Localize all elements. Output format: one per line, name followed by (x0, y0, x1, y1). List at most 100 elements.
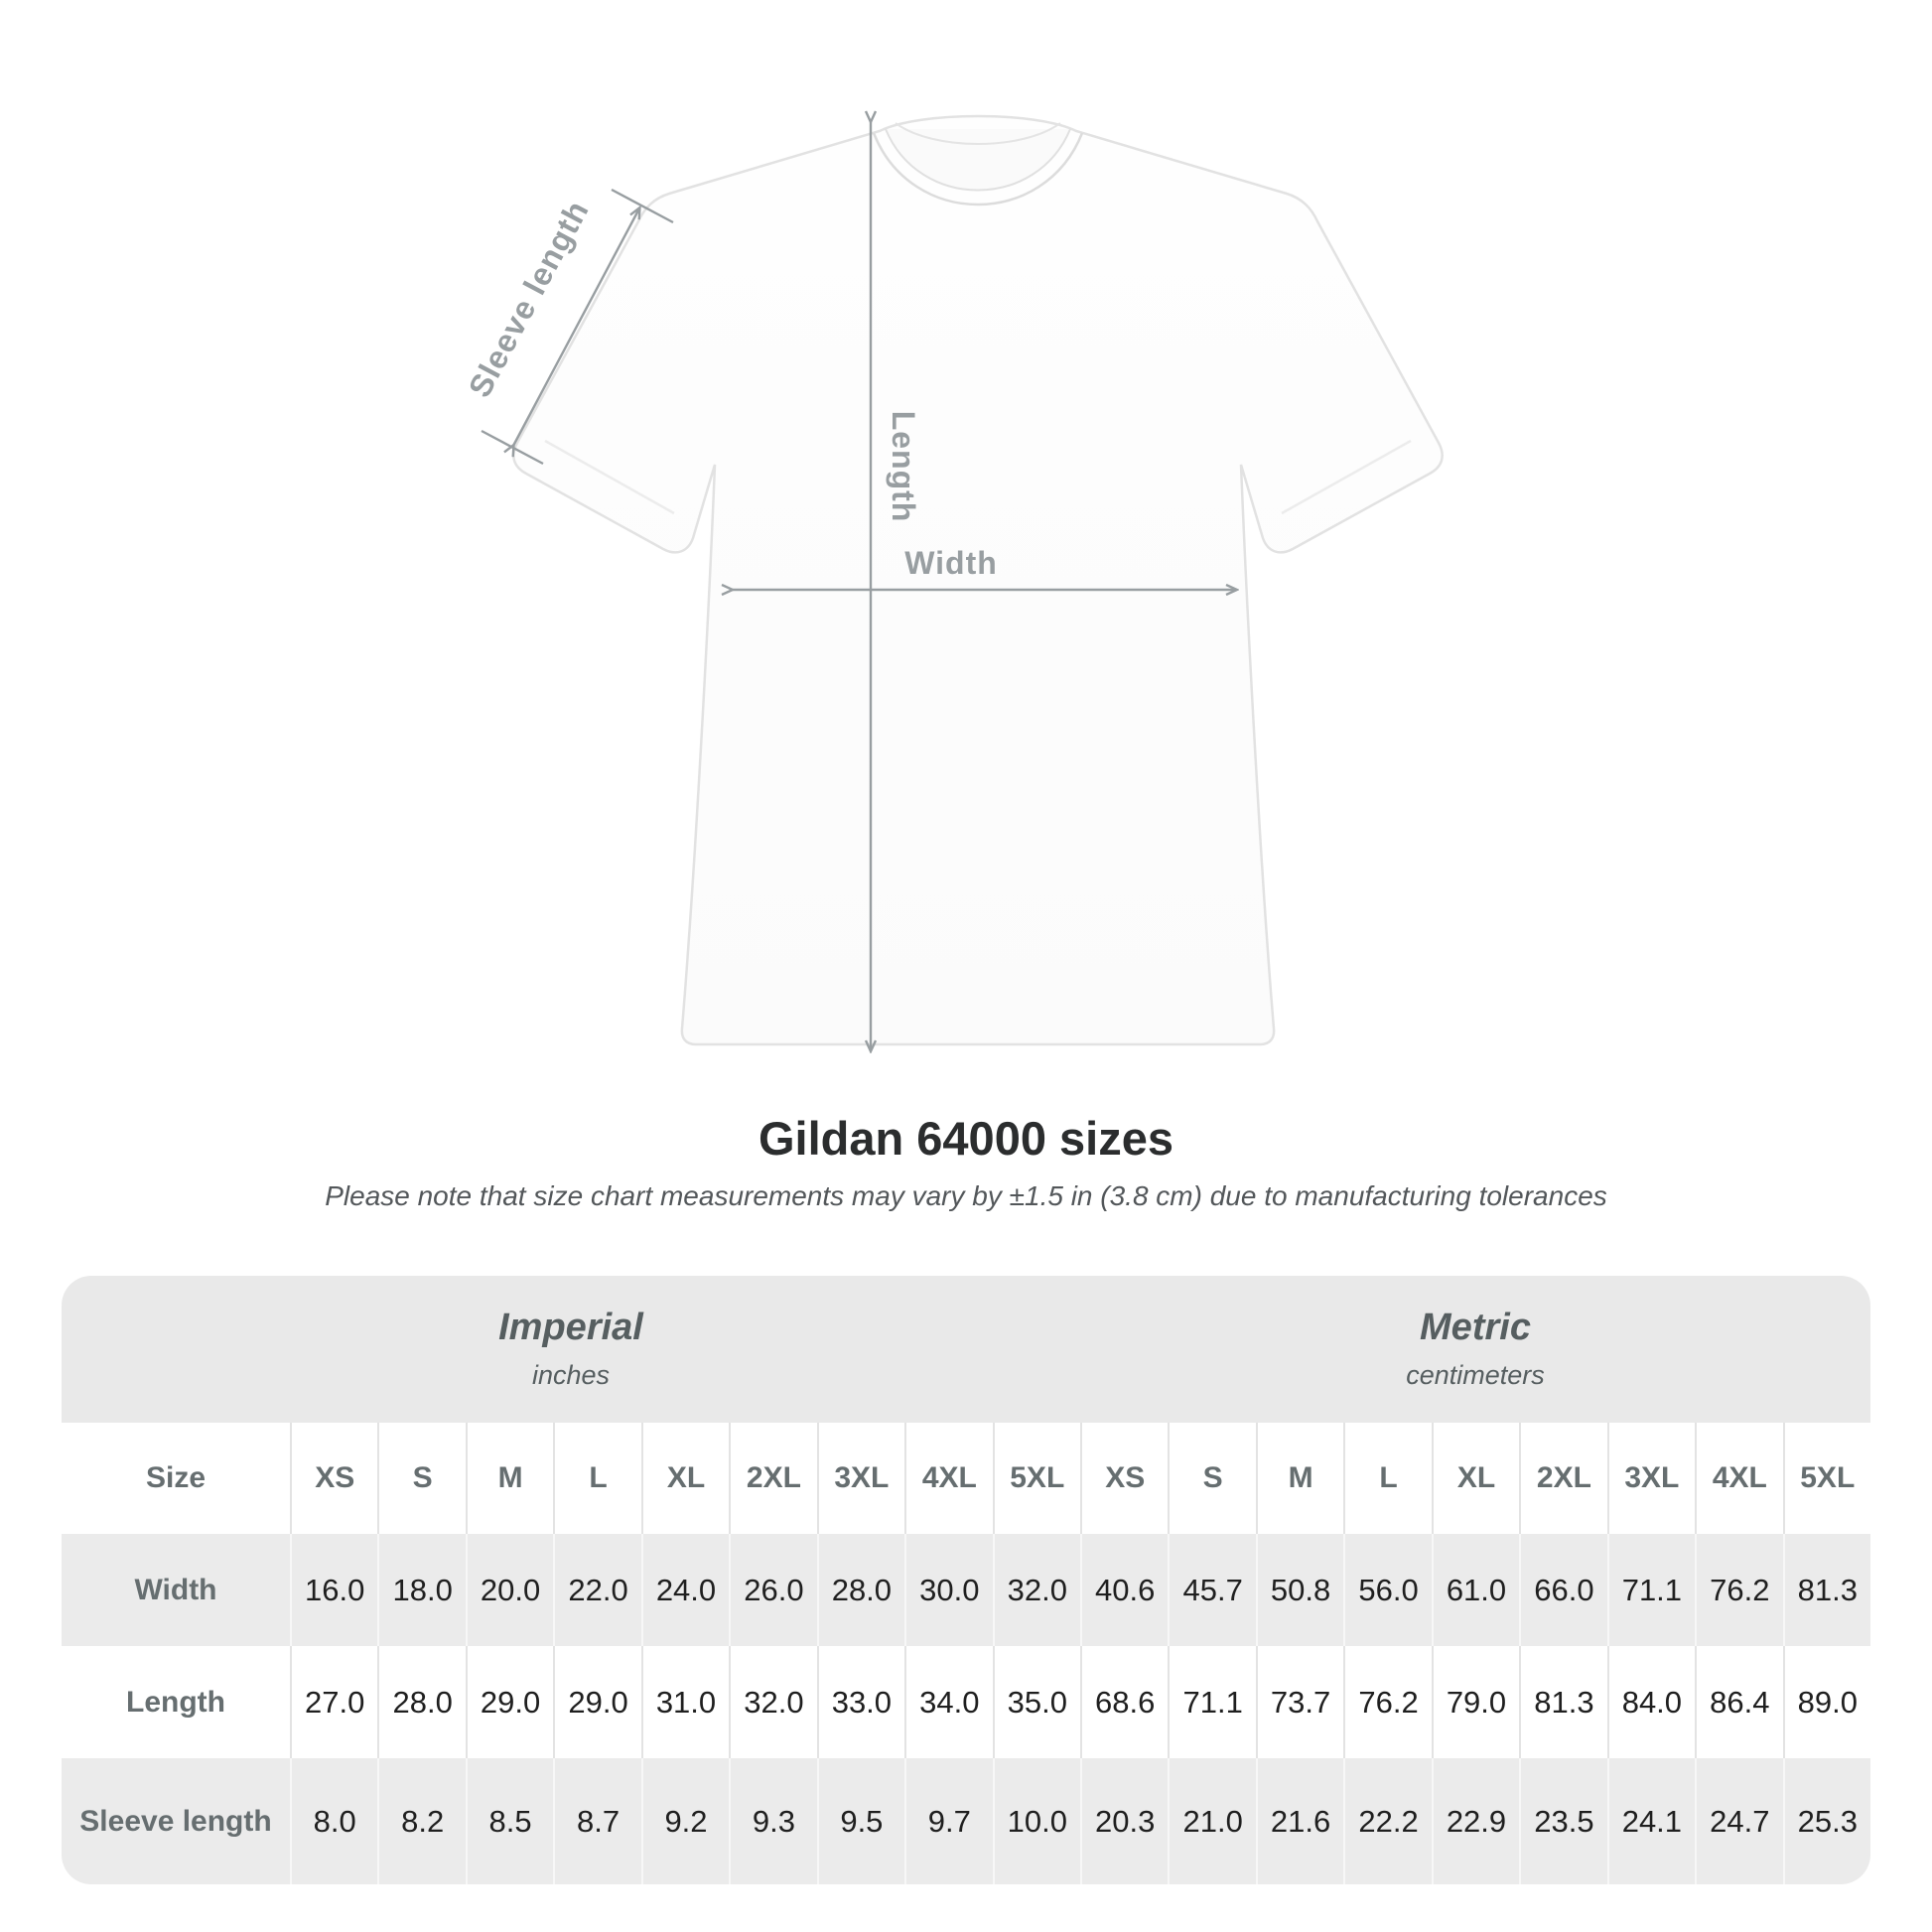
size-col-metric-2xl: 2XL (1519, 1423, 1606, 1534)
value-cell-metric: 45.7 (1168, 1534, 1255, 1646)
value-cell-metric: 76.2 (1343, 1646, 1431, 1758)
value-cell-imperial: 30.0 (904, 1534, 992, 1646)
tshirt-illustration (512, 114, 1444, 1046)
row-label: Length (126, 1685, 225, 1719)
value-cell-metric: 56.0 (1343, 1534, 1431, 1646)
value-cell-imperial: 8.0 (290, 1758, 377, 1884)
size-header-cell: Size (145, 1461, 207, 1494)
value-cell-imperial: 24.0 (640, 1534, 729, 1646)
value-cell-imperial: 9.2 (640, 1758, 729, 1884)
value-cell-metric: 24.7 (1695, 1758, 1782, 1884)
width-dimension: Width (732, 545, 1236, 590)
size-col-metric-m: M (1255, 1423, 1343, 1534)
value-cell-imperial: 10.0 (992, 1758, 1080, 1884)
table-body: Width 16.0 18.0 20.0 22.0 24.0 26.0 28.0 30.0 32.… (62, 1534, 1870, 1884)
size-col-imperial-s: S (377, 1423, 465, 1534)
size-col-imperial-2xl: 2XL (729, 1423, 816, 1534)
size-col-imperial-xl: XL (640, 1423, 729, 1534)
tshirt-back-neck-seam (895, 122, 1061, 145)
tshirt-right-sleeve-seam (1281, 439, 1412, 515)
tshirt-collar-opening (885, 128, 1071, 192)
tshirt-outline (512, 114, 1444, 1046)
value-cell-metric: 50.8 (1255, 1534, 1343, 1646)
tshirt-collar-band (872, 132, 1084, 207)
value-cell-metric: 21.6 (1255, 1758, 1343, 1884)
value-cell-imperial: 33.0 (816, 1646, 904, 1758)
size-col-metric-xs: XS (1079, 1423, 1168, 1534)
value-cell-metric: 24.1 (1606, 1758, 1695, 1884)
value-cell-metric: 61.0 (1431, 1534, 1519, 1646)
size-col-metric-l: L (1343, 1423, 1431, 1534)
size-col-metric-s: S (1168, 1423, 1255, 1534)
value-cell-imperial: 9.7 (904, 1758, 992, 1884)
sleeve-length-top-tick (611, 188, 674, 224)
metric-label: Metric (1420, 1306, 1531, 1348)
value-cell-imperial: 26.0 (729, 1534, 816, 1646)
value-cell-imperial: 35.0 (992, 1646, 1080, 1758)
size-col-metric-5xl: 5XL (1782, 1423, 1870, 1534)
imperial-label: Imperial (498, 1306, 643, 1348)
value-cell-imperial: 18.0 (377, 1534, 465, 1646)
unit-header-band: Imperial inches Metric centimeters (62, 1276, 1870, 1423)
row-label: Width (134, 1573, 217, 1606)
value-cell-metric: 66.0 (1519, 1534, 1606, 1646)
length-dimension-label: Length (886, 411, 921, 523)
size-col-imperial-5xl: 5XL (992, 1423, 1080, 1534)
value-cell-imperial: 9.5 (816, 1758, 904, 1884)
value-cell-imperial: 8.5 (465, 1758, 553, 1884)
size-col-metric-xl: XL (1431, 1423, 1519, 1534)
table-row-length: Length 27.0 28.0 29.0 29.0 31.0 32.0 33.0 34.0 35… (62, 1646, 1870, 1758)
value-cell-metric: 68.6 (1079, 1646, 1168, 1758)
value-cell-metric: 81.3 (1519, 1646, 1606, 1758)
value-cell-metric: 71.1 (1606, 1534, 1695, 1646)
metric-sublabel: centimeters (1406, 1360, 1545, 1391)
value-cell-imperial: 29.0 (465, 1646, 553, 1758)
size-col-metric-3xl: 3XL (1606, 1423, 1695, 1534)
value-cell-metric: 71.1 (1168, 1646, 1255, 1758)
value-cell-imperial: 32.0 (729, 1646, 816, 1758)
value-cell-metric: 22.2 (1343, 1758, 1431, 1884)
value-cell-metric: 86.4 (1695, 1646, 1782, 1758)
value-cell-metric: 76.2 (1695, 1534, 1782, 1646)
tshirt-size-diagram: Length Width Sleeve length (462, 0, 1444, 1112)
value-cell-imperial: 29.0 (553, 1646, 640, 1758)
value-cell-metric: 81.3 (1782, 1534, 1870, 1646)
size-col-imperial-m: M (465, 1423, 553, 1534)
size-table: Imperial inches Metric centimeters Size … (62, 1276, 1870, 1884)
value-cell-imperial: 16.0 (290, 1534, 377, 1646)
value-cell-metric: 89.0 (1782, 1646, 1870, 1758)
imperial-sublabel: inches (531, 1360, 611, 1391)
value-cell-metric: 25.3 (1782, 1758, 1870, 1884)
value-cell-imperial: 22.0 (553, 1534, 640, 1646)
sleeve-length-bottom-tick (481, 429, 544, 466)
sleeve-length-dimension-line (513, 208, 639, 446)
size-col-imperial-4xl: 4XL (904, 1423, 992, 1534)
value-cell-metric: 79.0 (1431, 1646, 1519, 1758)
page-subtitle: Please note that size chart measurements… (325, 1180, 1607, 1212)
value-cell-imperial: 8.7 (553, 1758, 640, 1884)
value-cell-imperial: 9.3 (729, 1758, 816, 1884)
size-col-imperial-l: L (553, 1423, 640, 1534)
title-block: Gildan 64000 sizes Please note that size… (0, 1112, 1932, 1213)
value-cell-metric: 20.3 (1079, 1758, 1168, 1884)
table-row-width: Width 16.0 18.0 20.0 22.0 24.0 26.0 28.0 30.0 32.… (62, 1534, 1870, 1646)
value-cell-metric: 73.7 (1255, 1646, 1343, 1758)
imperial-unit-group: Imperial inches (62, 1276, 1080, 1423)
value-cell-metric: 21.0 (1168, 1758, 1255, 1884)
value-cell-imperial: 28.0 (816, 1534, 904, 1646)
size-header-row: Size XS S M L XL 2XL 3XL 4XL 5XL XS S M L XL 2XL 3XL 4XL… (62, 1423, 1870, 1534)
tshirt-diagram-svg: Length Width Sleeve length (462, 0, 1444, 1112)
table-row-sleeve-length: Sleeve length 8.0 8.2 8.5 8.7 9.2 9.3 9.5 9.7 10.… (62, 1758, 1870, 1884)
value-cell-metric: 23.5 (1519, 1758, 1606, 1884)
value-cell-metric: 22.9 (1431, 1758, 1519, 1884)
page-title: Gildan 64000 sizes (758, 1112, 1174, 1165)
size-col-metric-4xl: 4XL (1695, 1423, 1782, 1534)
value-cell-imperial: 34.0 (904, 1646, 992, 1758)
value-cell-metric: 84.0 (1606, 1646, 1695, 1758)
value-cell-imperial: 28.0 (377, 1646, 465, 1758)
value-cell-imperial: 27.0 (290, 1646, 377, 1758)
value-cell-imperial: 31.0 (640, 1646, 729, 1758)
size-col-imperial-xs: XS (290, 1423, 377, 1534)
metric-unit-group: Metric centimeters (1080, 1276, 1870, 1423)
width-dimension-label: Width (904, 545, 998, 581)
